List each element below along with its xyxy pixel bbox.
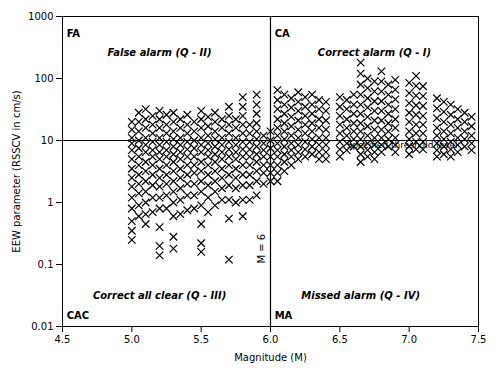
- svg-text:Missed alarm (Q - IV): Missed alarm (Q - IV): [301, 290, 420, 301]
- svg-text:1: 1: [47, 197, 53, 208]
- svg-text:EEW parameter (RSSCV in cm/s): EEW parameter (RSSCV in cm/s): [11, 90, 22, 252]
- svg-text:False alarm (Q - II): False alarm (Q - II): [108, 47, 212, 58]
- svg-text:100: 100: [34, 73, 53, 84]
- svg-text:7.0: 7.0: [401, 334, 417, 345]
- svg-text:5.5: 5.5: [193, 334, 209, 345]
- svg-text:1000: 1000: [28, 11, 53, 22]
- svg-text:Correct all clear (Q - III): Correct all clear (Q - III): [93, 290, 226, 301]
- svg-text:7.5: 7.5: [471, 334, 487, 345]
- svg-text:CA: CA: [275, 28, 290, 39]
- svg-text:Correct alarm (Q - I): Correct alarm (Q - I): [318, 47, 431, 58]
- svg-text:0.1: 0.1: [38, 259, 54, 270]
- svg-text:6.0: 6.0: [263, 334, 279, 345]
- svg-text:4.5: 4.5: [55, 334, 71, 345]
- svg-text:M = 6: M = 6: [256, 234, 267, 264]
- svg-text:Magnitude (M): Magnitude (M): [234, 352, 307, 363]
- svg-text:Specified threshold level: Specified threshold level: [347, 140, 458, 150]
- svg-text:CAC: CAC: [67, 310, 89, 321]
- svg-text:MA: MA: [275, 310, 293, 321]
- svg-text:0.01: 0.01: [31, 321, 53, 332]
- svg-text:5.0: 5.0: [124, 334, 140, 345]
- svg-text:10: 10: [41, 135, 54, 146]
- svg-text:FA: FA: [67, 28, 81, 39]
- svg-text:6.5: 6.5: [332, 334, 348, 345]
